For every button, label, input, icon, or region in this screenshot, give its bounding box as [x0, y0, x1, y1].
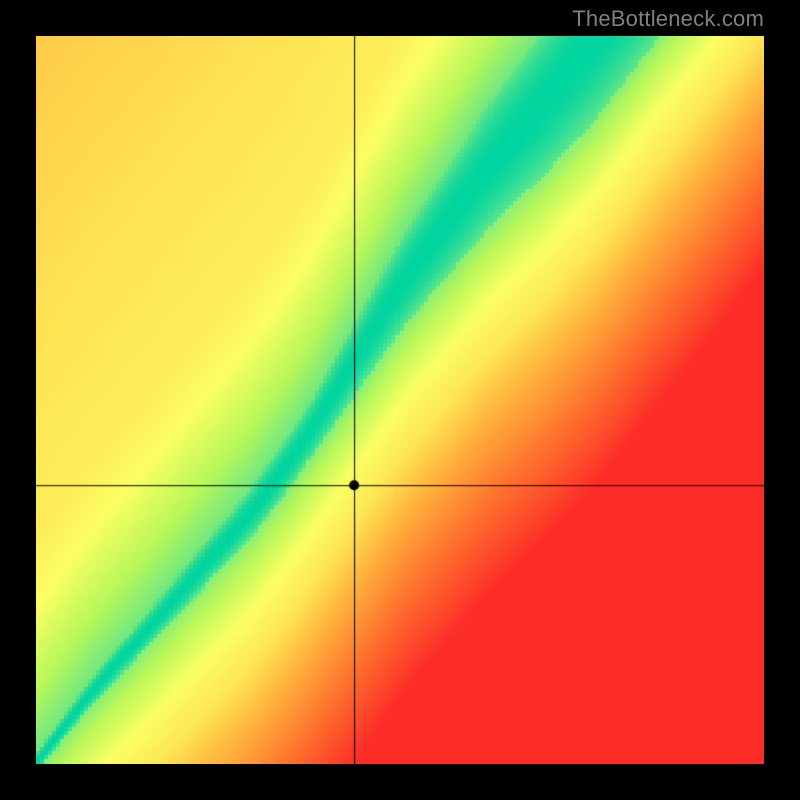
heatmap-canvas: [36, 36, 764, 764]
chart-container: TheBottleneck.com: [0, 0, 800, 800]
plot-area: [36, 36, 764, 764]
watermark-text: TheBottleneck.com: [572, 6, 764, 32]
